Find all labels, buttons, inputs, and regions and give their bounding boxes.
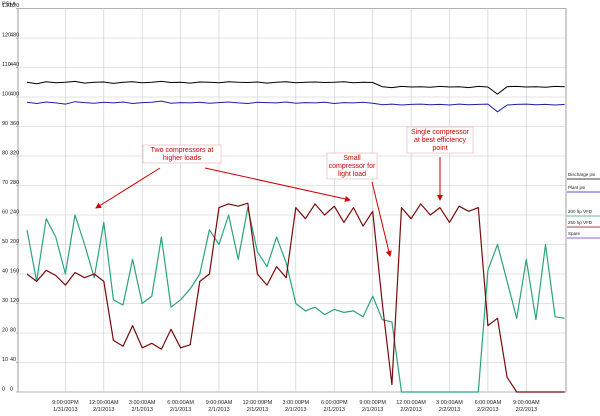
annotation-box: [406, 126, 474, 154]
x-tick-label: 12:00:00AM 2/2/2013: [396, 400, 426, 413]
y-tick-label: 80: [2, 150, 8, 156]
y2-tick-label: 440: [10, 62, 19, 68]
y-tick-label: 120: [2, 32, 11, 38]
x-tick-label: 9:00:00PM 2/1/2013: [359, 400, 386, 413]
y-tick-label: 50: [2, 239, 8, 245]
y2-tick-label: 360: [10, 121, 19, 127]
y-tick-label: 10: [2, 357, 8, 363]
y-tick-label: 110: [2, 62, 11, 68]
annotation-arrow: [371, 181, 392, 257]
y-tick-label: 130: [2, 3, 11, 9]
y-tick-label: 20: [2, 327, 8, 333]
y-tick-label: 90: [2, 121, 8, 127]
y-tick-label: 100: [2, 91, 11, 97]
annotation: Two compressors at higher loads: [151, 147, 214, 162]
y2-tick-label: 120: [10, 298, 19, 304]
y-tick-label: 30: [2, 298, 8, 304]
y2-tick-label: 160: [10, 268, 19, 274]
y-axis-label: PSI A: [2, 1, 16, 7]
plot-area: [17, 8, 567, 393]
y2-tick-label: 0: [10, 386, 13, 392]
x-tick-label: 3:00:00PM 2/1/2013: [283, 400, 310, 413]
y-tick-label: 0: [2, 386, 5, 392]
legend-label: Spare: [568, 231, 581, 236]
x-tick-label: 6:00:00AM 2/1/2013: [167, 400, 194, 413]
annotation: Small compressor for light load: [329, 155, 376, 178]
x-tick-label: 6:00:00PM 2/1/2013: [321, 400, 348, 413]
y2-tick-label: 520: [10, 3, 19, 9]
y2-tick-label: 200: [10, 239, 19, 245]
x-tick-label: 9:00:00AM 2/1/2013: [206, 400, 233, 413]
x-tick-label: 12:00:00AM 2/1/2013: [89, 400, 119, 413]
y2-tick-label: 240: [10, 209, 19, 215]
y2-tick-label: 40: [10, 357, 16, 363]
y-tick-label: 40: [2, 268, 8, 274]
series-line: [26, 207, 565, 393]
series-line: [26, 202, 565, 393]
x-tick-label: 9:00:00AM 2/2/2013: [513, 400, 540, 413]
legend-label: Discharge psi: [568, 172, 595, 177]
x-tick-label: 3:00:00AM 2/2/2013: [436, 400, 463, 413]
y2-tick-label: 320: [10, 150, 19, 156]
y-tick-label: 70: [2, 180, 8, 186]
annotation-arrow: [95, 167, 161, 209]
x-tick-label: 12:00:00PM 2/1/2013: [243, 400, 273, 413]
y2-tick-label: 480: [10, 32, 19, 38]
legend-label: 200 hp VFD: [568, 209, 593, 214]
series-line: [26, 80, 565, 95]
annotation: Single compressor at best efficiency point: [411, 129, 470, 152]
x-tick-label: 9:00:00PM 1/31/2013: [52, 400, 79, 413]
series-line: [26, 100, 565, 113]
annotation-box: [326, 152, 378, 180]
y-tick-label: 60: [2, 209, 8, 215]
y2-tick-label: 280: [10, 180, 19, 186]
y2-tick-label: 80: [10, 327, 16, 333]
y2-tick-label: 400: [10, 91, 19, 97]
legend-label: Plant psi: [568, 185, 585, 190]
x-tick-label: 3:00:00AM 2/1/2013: [129, 400, 156, 413]
x-tick-label: 6:00:00AM 2/2/2013: [475, 400, 502, 413]
annotation-arrow: [204, 167, 351, 202]
annotation-box: [142, 144, 222, 164]
legend-label: 250 hp VFD: [568, 220, 593, 225]
